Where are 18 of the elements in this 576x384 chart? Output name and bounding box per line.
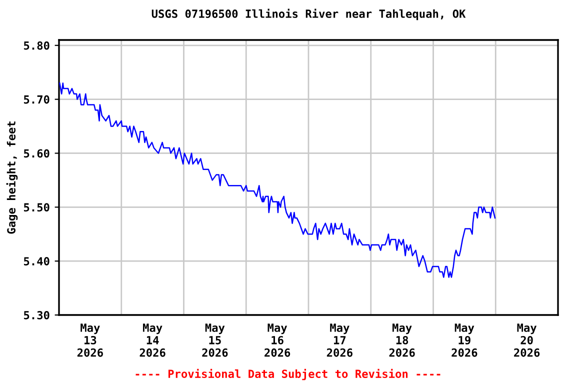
y-tick-label: 5.40	[24, 257, 50, 266]
x-tick-label: May 13 2026	[77, 324, 103, 357]
x-tick-label: May 17 2026	[326, 324, 352, 357]
x-tick-label: May 14 2026	[140, 324, 166, 357]
y-tick-label: 5.80	[24, 41, 50, 50]
x-tick-label: May 19 2026	[452, 324, 478, 357]
y-axis-title: Gage height, feet	[6, 122, 18, 234]
y-tick-label: 5.50	[24, 203, 50, 212]
x-tick-label: May 20 2026	[514, 324, 540, 357]
y-tick-label: 5.30	[24, 310, 50, 320]
x-tick-label: May 18 2026	[389, 324, 415, 357]
x-tick-label: May 15 2026	[202, 324, 228, 357]
y-tick-label: 5.60	[24, 149, 50, 158]
chart-title: USGS 07196500 Illinois River near Tahlequah, OK	[152, 8, 466, 20]
line-series	[59, 82, 496, 278]
y-tick-label: 5.70	[24, 95, 50, 104]
x-tick-label: May 16 2026	[264, 324, 290, 357]
text: ---- Provisional Data Subject to Revision ----	[136, 368, 440, 380]
